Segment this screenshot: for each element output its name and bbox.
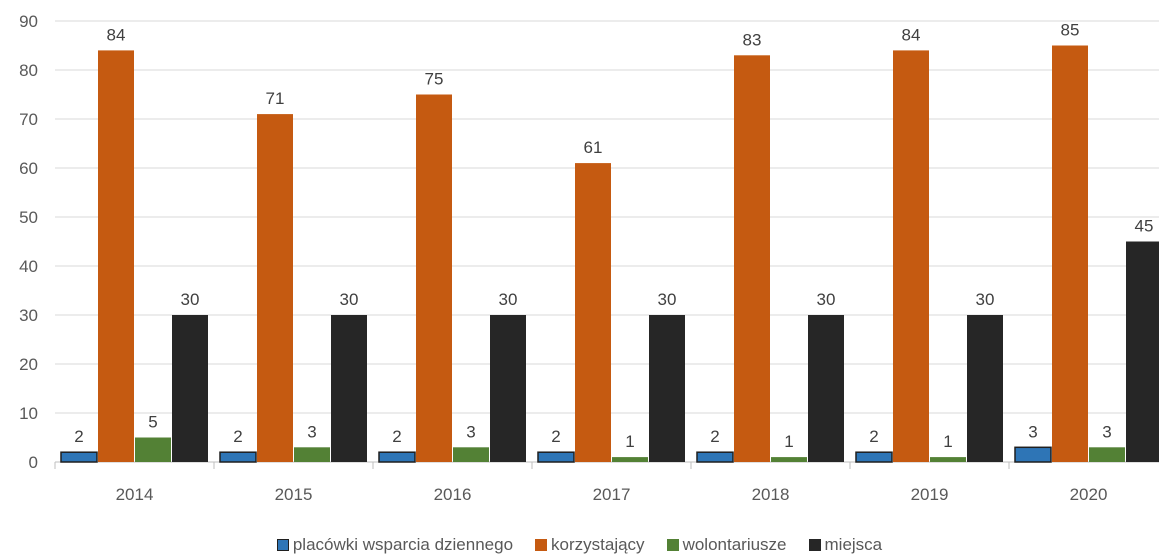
data-label: 61	[584, 138, 603, 157]
x-tick-label: 2019	[911, 485, 949, 504]
y-tick-label: 80	[19, 61, 38, 80]
legend-swatch-korzystajacy	[535, 539, 548, 551]
bar	[60, 451, 98, 463]
data-label: 3	[1028, 422, 1037, 441]
data-label: 30	[817, 290, 836, 309]
data-label: 85	[1061, 21, 1080, 40]
data-label: 1	[943, 432, 952, 451]
data-label: 30	[181, 290, 200, 309]
bar	[416, 94, 452, 462]
bar	[855, 451, 893, 463]
data-label: 30	[658, 290, 677, 309]
x-tick-label: 2017	[593, 485, 631, 504]
data-label: 84	[902, 25, 921, 44]
y-tick-label: 20	[19, 355, 38, 374]
data-label: 30	[499, 290, 518, 309]
bar	[1052, 45, 1088, 462]
y-tick-label: 40	[19, 257, 38, 276]
x-tick-label: 2016	[434, 485, 472, 504]
bar	[1089, 447, 1125, 462]
y-tick-label: 10	[19, 404, 38, 423]
x-tick-label: 2020	[1070, 485, 1108, 504]
bar	[575, 163, 611, 462]
data-label: 45	[1135, 217, 1154, 236]
legend-item-miejsca: miejsca	[808, 535, 883, 555]
legend-label-korzystajacy: korzystający	[551, 535, 645, 554]
bar	[612, 457, 648, 462]
bar	[734, 55, 770, 463]
legend-item-korzystajacy: korzystający	[535, 535, 645, 555]
bar	[1014, 446, 1052, 463]
data-label: 2	[74, 427, 83, 446]
bar	[808, 315, 844, 462]
bar	[649, 315, 685, 462]
data-label: 3	[1102, 422, 1111, 441]
bar	[771, 457, 807, 462]
data-label: 2	[233, 427, 242, 446]
bar	[331, 315, 367, 462]
bar	[378, 451, 416, 463]
x-tick-label: 2015	[275, 485, 313, 504]
y-tick-label: 30	[19, 306, 38, 325]
x-tick-label: 2018	[752, 485, 790, 504]
data-label: 84	[107, 25, 126, 44]
legend-swatch-miejsca	[808, 539, 821, 551]
bar	[893, 50, 929, 463]
y-tick-label: 0	[29, 453, 38, 472]
legend-label-miejsca: miejsca	[824, 535, 883, 554]
data-label: 3	[466, 422, 475, 441]
data-label: 3	[307, 422, 316, 441]
data-label: 2	[710, 427, 719, 446]
data-label: 30	[340, 290, 359, 309]
bar	[930, 457, 966, 462]
bar	[537, 451, 575, 463]
y-tick-label: 90	[19, 12, 38, 31]
data-label: 75	[425, 70, 444, 89]
data-label: 1	[784, 432, 793, 451]
bar	[257, 114, 293, 462]
bar	[294, 447, 330, 462]
legend-label-placowki: placówki wsparcia dziennego	[292, 535, 514, 554]
y-tick-label: 60	[19, 159, 38, 178]
data-label: 2	[392, 427, 401, 446]
bar	[696, 451, 734, 463]
x-tick-label: 2014	[116, 485, 154, 504]
data-label: 83	[743, 30, 762, 49]
data-label: 71	[266, 89, 285, 108]
legend-swatch-placowki	[276, 539, 289, 551]
bar	[967, 315, 1003, 462]
bar	[98, 50, 134, 463]
data-label: 1	[625, 432, 634, 451]
data-label: 30	[976, 290, 995, 309]
bar	[172, 315, 208, 462]
bar	[453, 447, 489, 462]
legend-label-wolontariusze: wolontariusze	[682, 535, 787, 554]
y-tick-label: 50	[19, 208, 38, 227]
bar	[490, 315, 526, 462]
data-label: 2	[551, 427, 560, 446]
data-label: 2	[869, 427, 878, 446]
legend-swatch-wolontariusze	[666, 539, 679, 551]
bar	[135, 437, 171, 462]
data-label: 5	[148, 413, 157, 432]
chart-legend: placówki wsparcia dziennego korzystający…	[0, 535, 1159, 555]
bar	[219, 451, 257, 463]
y-tick-label: 70	[19, 110, 38, 129]
bar	[1126, 241, 1159, 462]
legend-item-wolontariusze: wolontariusze	[666, 535, 787, 555]
legend-item-placowki: placówki wsparcia dziennego	[276, 535, 514, 555]
